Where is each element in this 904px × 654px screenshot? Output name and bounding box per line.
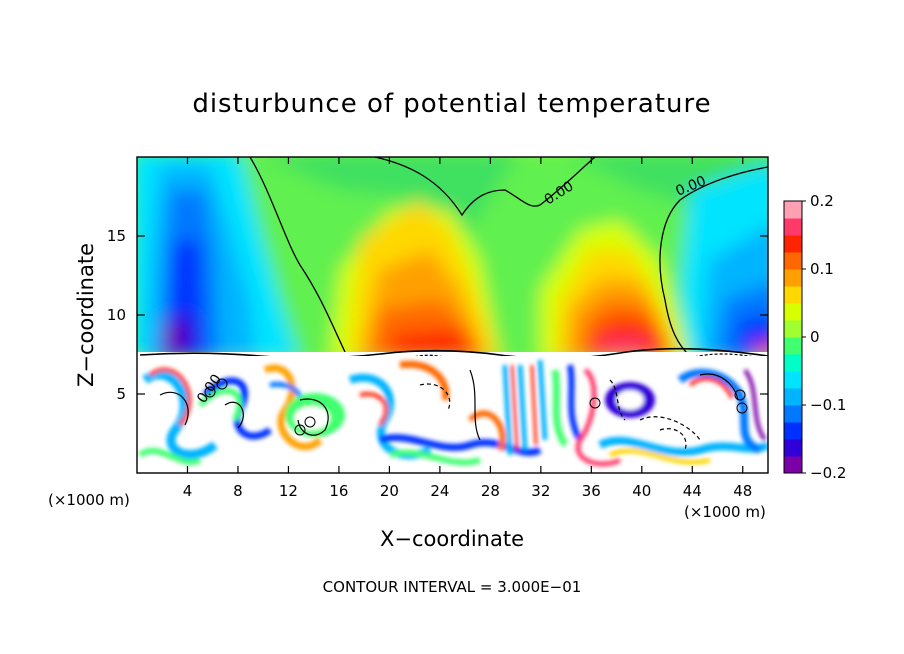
x-tick-label: 36 [582, 482, 601, 500]
x-tick-label: 12 [279, 482, 298, 500]
x-tick-label: 40 [632, 482, 651, 500]
colorbar-tick-label: −0.2 [810, 464, 846, 482]
upper-field [137, 157, 768, 357]
y-axis: 5 10 15 [107, 227, 768, 403]
x-tick-label: 16 [329, 482, 348, 500]
x-tick-label: 8 [233, 482, 243, 500]
colorbar-swatch [784, 201, 802, 219]
colorbar-swatch [784, 252, 802, 270]
colorbar-swatch [784, 218, 802, 236]
colorbar-tick-label: 0.2 [810, 192, 834, 210]
x-tick-label: 32 [531, 482, 550, 500]
chart-title: disturbunce of potential temperature [192, 89, 711, 119]
x-unit-left: (×1000 m) [48, 491, 130, 509]
colorbar-swatch [784, 388, 802, 406]
x-tick-label: 20 [380, 482, 399, 500]
contour-line-zero-left [249, 157, 346, 353]
y-axis-label: Z−coordinate [74, 243, 98, 387]
y-tick-label: 5 [116, 385, 126, 403]
colorbar-swatch [784, 456, 802, 474]
x-tick-label: 24 [430, 482, 449, 500]
contour-interval-note: CONTOUR INTERVAL = 3.000E−01 [323, 578, 582, 596]
colorbar-swatch [784, 337, 802, 355]
colorbar-swatch [784, 422, 802, 440]
x-axis: 4 8 12 16 20 24 28 32 36 40 44 48 [183, 157, 752, 500]
colorbar-swatch [784, 235, 802, 253]
colorbar-tick-label: 0.1 [810, 260, 834, 278]
contour-line-zero-middle [374, 157, 596, 217]
colorbar-swatch [784, 371, 802, 389]
contour-line-zero-right [659, 166, 768, 357]
colorbar-swatch [784, 405, 802, 423]
colorbar-swatch [784, 320, 802, 338]
colorbar-swatch [784, 303, 802, 321]
lower-field [137, 356, 768, 473]
y-tick-label: 10 [107, 306, 126, 324]
colorbar-tick-label: −0.1 [810, 396, 846, 414]
colorbar-swatch [784, 269, 802, 287]
colorbar-ticks: 0.2 0.1 0 −0.1 −0.2 [802, 192, 846, 482]
x-tick-label: 28 [481, 482, 500, 500]
colorbar-swatch [784, 354, 802, 372]
x-tick-label: 48 [733, 482, 752, 500]
y-tick-label: 15 [107, 227, 126, 245]
x-tick-label: 44 [683, 482, 702, 500]
plot-area [137, 157, 768, 473]
colorbar-swatch [784, 439, 802, 457]
x-axis-label: X−coordinate [380, 527, 524, 551]
colorbar [783, 200, 803, 474]
x-unit-right: (×1000 m) [684, 503, 766, 521]
x-tick-label: 4 [183, 482, 193, 500]
colorbar-tick-label: 0 [810, 328, 820, 346]
colorbar-swatch [784, 286, 802, 304]
